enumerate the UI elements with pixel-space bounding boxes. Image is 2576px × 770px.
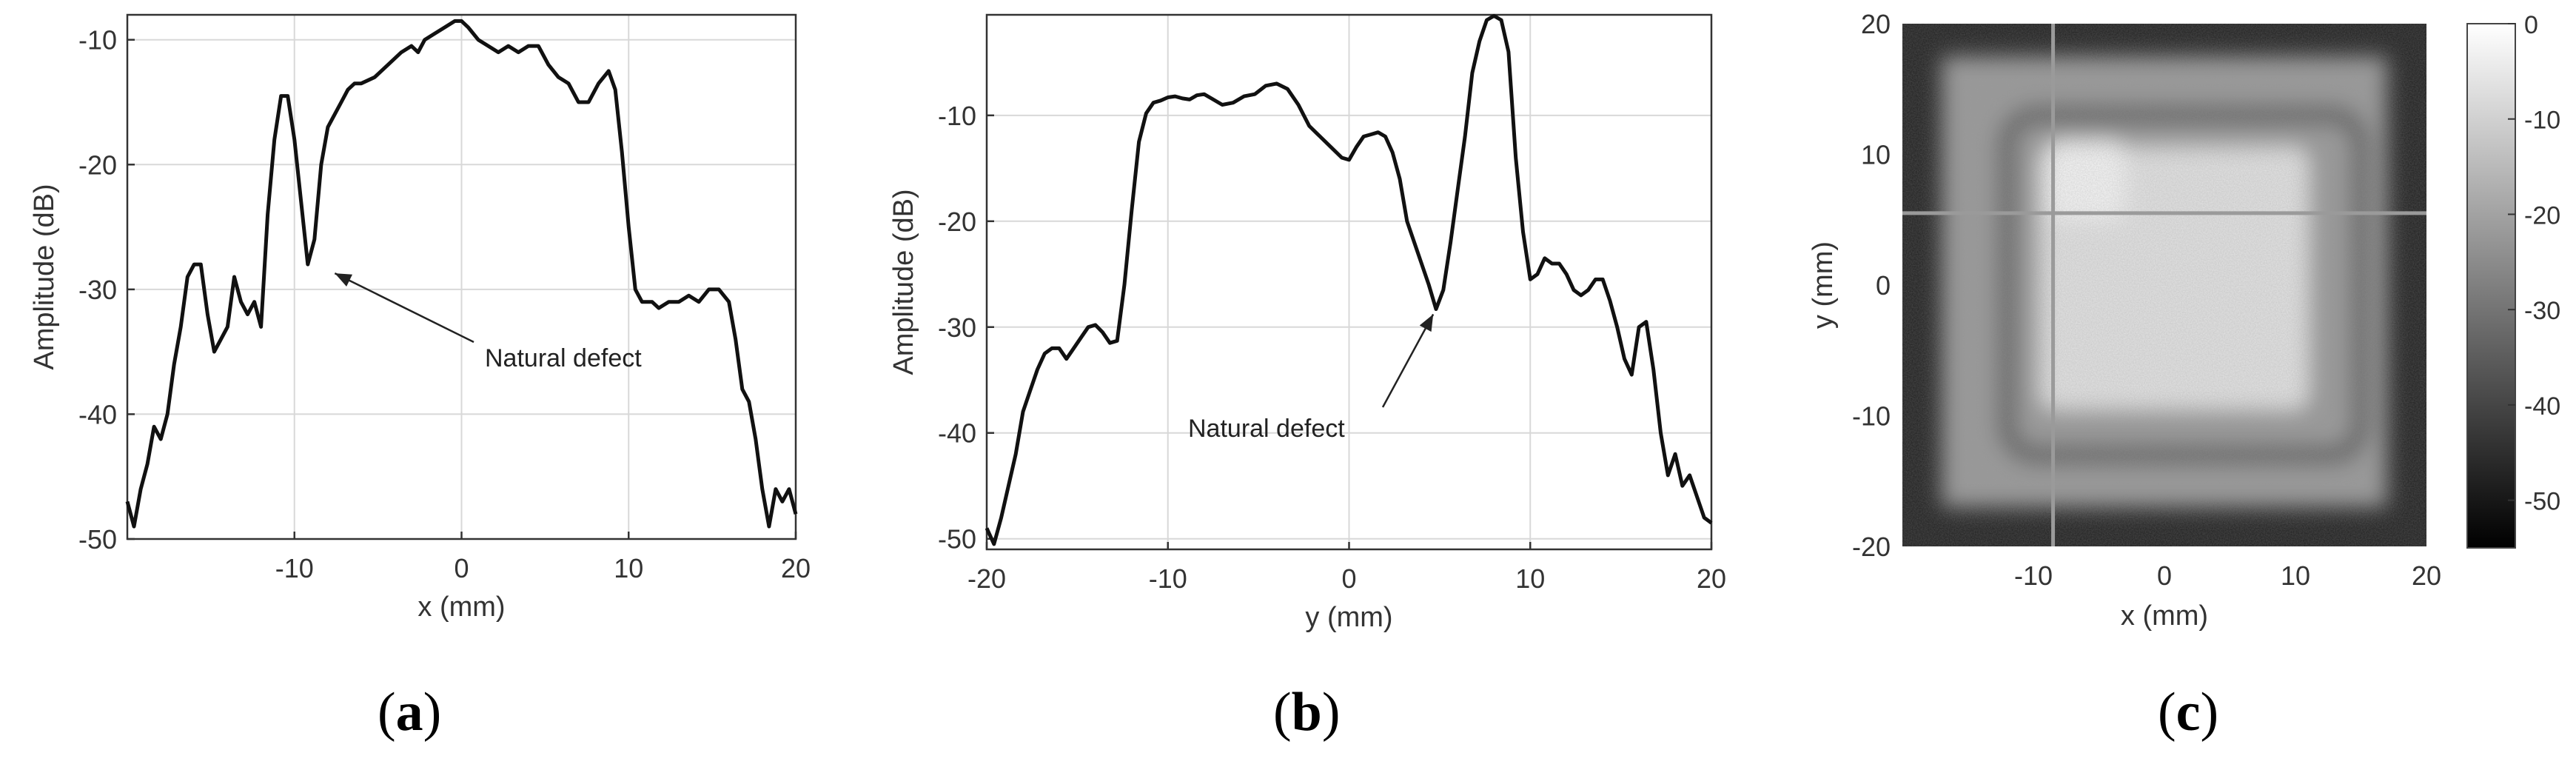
colorbar-tick-label: -40: [2524, 392, 2560, 421]
y-tick-label: -20: [1852, 532, 1891, 562]
x-tick-label: 20: [781, 553, 811, 583]
y-axis-label: y (mm): [1808, 241, 1839, 329]
annotation-arrowhead: [1419, 314, 1434, 332]
y-axis-label: Amplitude (dB): [29, 184, 60, 369]
y-axis-label: Amplitude (dB): [888, 189, 919, 375]
x-tick-label: 20: [2412, 560, 2441, 591]
annotation-label: Natural defect: [485, 344, 642, 372]
y-tick-label: -30: [938, 312, 976, 343]
y-tick-label: -30: [78, 275, 117, 305]
x-axis-label: x (mm): [2121, 600, 2208, 632]
line-chart-0: -10 0 10 20 -50 -40 -30 -20 -10 x (mm) Amplitude (…: [29, 13, 811, 623]
x-axis-label: x (mm): [417, 592, 505, 623]
colorbar-tick-label: -50: [2524, 488, 2560, 516]
x-tick-label: 20: [1697, 563, 1726, 594]
colorbar-tick-label: 0: [2524, 11, 2538, 39]
y-tick-label: -20: [938, 207, 976, 237]
y-tick-label: -10: [1852, 401, 1891, 432]
x-tick-label: -10: [1149, 563, 1187, 594]
annotation-arrow: [1381, 313, 1435, 408]
y-tick-label: -10: [78, 25, 117, 56]
x-tick-label: -10: [275, 553, 314, 583]
x-tick-label: 10: [614, 553, 643, 583]
y-tick-label: -50: [938, 524, 976, 555]
x-tick-label: -10: [2014, 560, 2053, 591]
y-tick-label: -40: [78, 399, 117, 429]
annotation-arrow: [334, 272, 474, 344]
x-tick-label: 0: [454, 553, 469, 583]
x-tick-label: -20: [967, 563, 1006, 594]
series-line: [985, 13, 1713, 546]
colorbar-gradient: [2466, 23, 2516, 549]
y-tick-label: -50: [78, 524, 117, 555]
x-tick-label: 0: [1341, 563, 1356, 594]
caption-a: (a): [378, 682, 442, 743]
colorbar-tick-label: -10: [2524, 107, 2560, 135]
x-tick-label: 10: [1515, 563, 1545, 594]
heatmap-field: [1902, 24, 2426, 546]
series-line: [125, 19, 798, 529]
heatmap-chart: -10 0 10 20 -20 -10 0 10 20 x (mm) y (mm) 0 -10 -20 -3…: [1808, 9, 2560, 632]
y-tick-label: 20: [1861, 9, 1891, 39]
x-tick-label: 10: [2281, 560, 2310, 591]
colorbar: 0 -10 -20 -30 -40 -50: [2466, 11, 2560, 549]
colorbar-tick-label: -20: [2524, 201, 2560, 230]
y-tick-label: -10: [938, 101, 976, 131]
y-tick-label: 10: [1861, 140, 1891, 170]
heatmap-noise: [1902, 24, 2426, 546]
x-tick-label: 0: [2157, 560, 2172, 591]
y-tick-label: 0: [1876, 270, 1891, 301]
y-tick-label: -40: [938, 418, 976, 449]
annotation-label: Natural defect: [1188, 415, 1345, 443]
line-chart-1: -20 -10 0 10 20 -50 -40 -30 -20 -10 y (mm) Amplitud…: [888, 13, 1726, 633]
x-axis-label: y (mm): [1305, 602, 1392, 633]
y-tick-label: -20: [78, 150, 117, 180]
colorbar-tick-label: -30: [2524, 297, 2560, 325]
caption-b: (b): [1273, 682, 1341, 743]
annotation-arrowhead: [335, 273, 353, 287]
caption-c: (c): [2158, 682, 2219, 743]
